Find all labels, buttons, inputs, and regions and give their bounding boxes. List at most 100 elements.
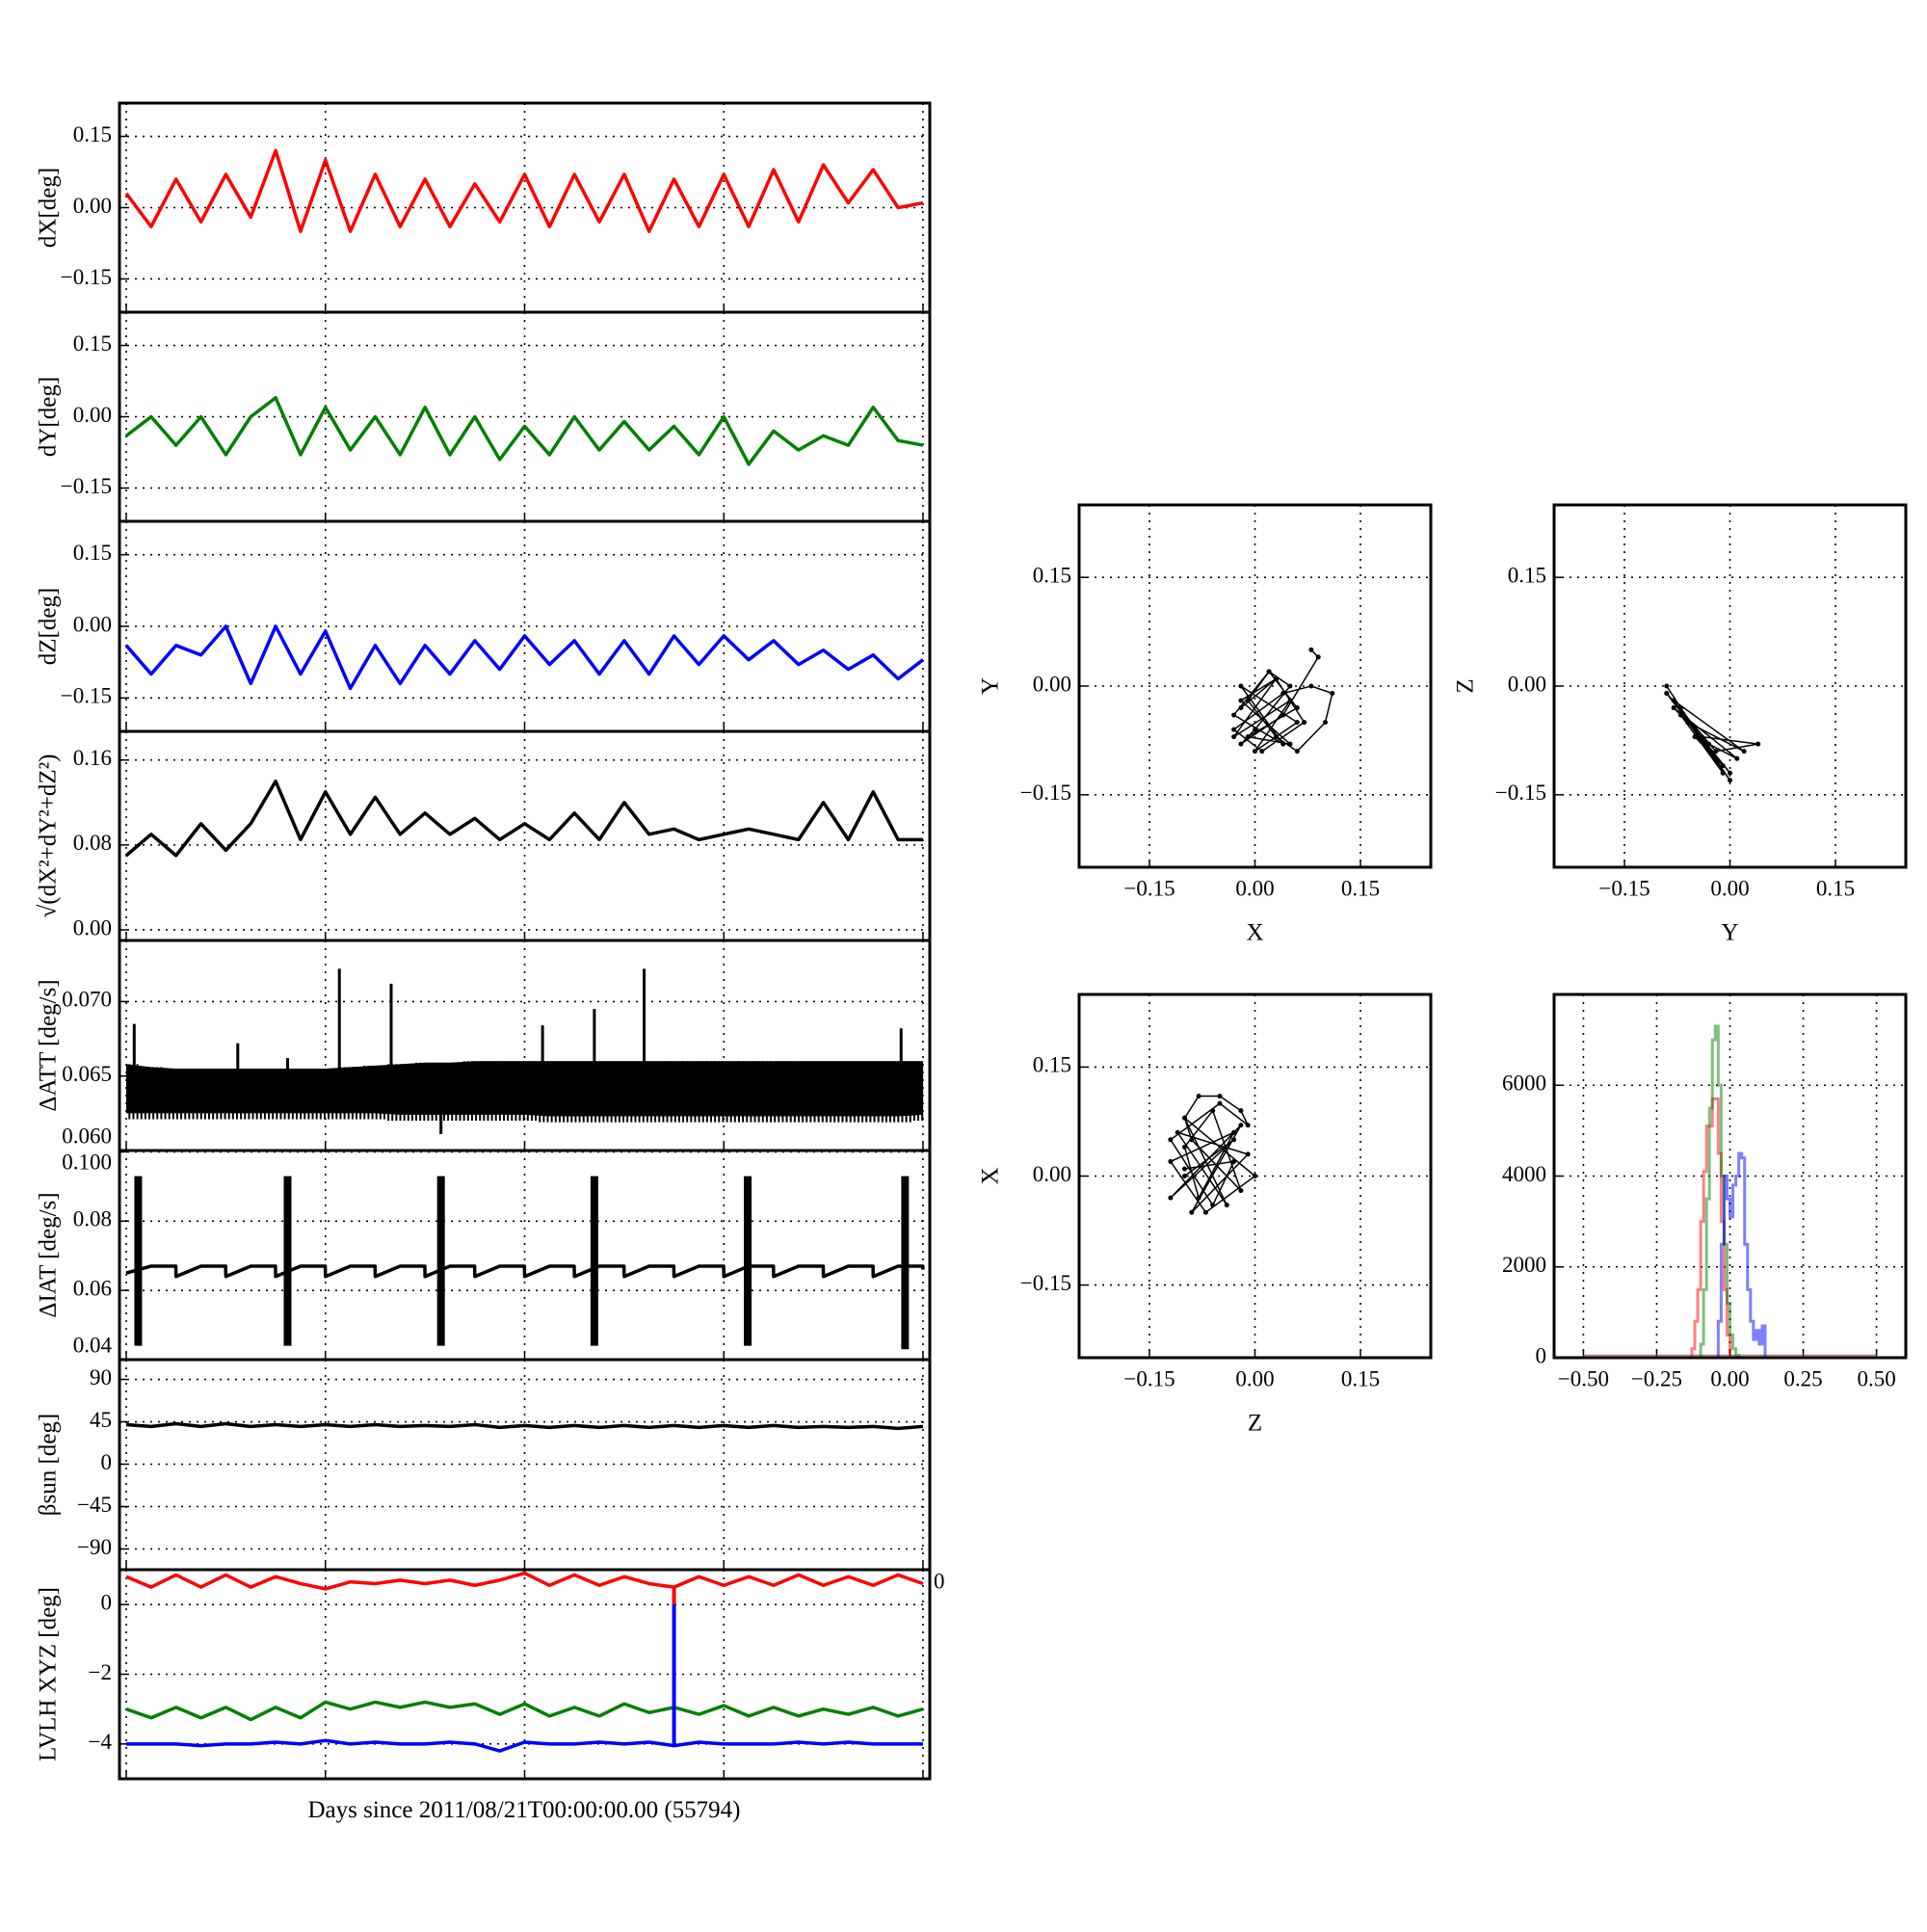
trajectory-point [1253, 749, 1257, 754]
chart-dr: 0.00 0.08 0.16 √(dX²+dY²+dZ²) [36, 729, 932, 942]
y-tick-label: 0.070 [62, 988, 112, 1012]
trajectory-point [1231, 712, 1237, 718]
x-tick-label: −0.25 [1631, 1366, 1682, 1390]
plot-area [1664, 683, 1761, 783]
trajectory-point [1196, 1195, 1201, 1201]
y-tick-label: 0.065 [62, 1062, 112, 1086]
trajectory-point [1677, 712, 1683, 718]
plot-area [124, 624, 925, 691]
trajectory-point [1168, 1195, 1174, 1201]
x-tick-label: 0.50 [1857, 1366, 1895, 1390]
x-tick-label: 0.15 [1341, 876, 1380, 900]
axes-frame [1077, 992, 1433, 1360]
trajectory-point [1238, 1108, 1244, 1114]
y-tick-label: 0.15 [1508, 563, 1546, 587]
chart-dx: −0.15 0.00 0.15 dX[deg] [36, 101, 932, 314]
y-tick-label: 0.08 [73, 831, 112, 855]
trajectory-point [1238, 698, 1244, 703]
trajectory-point [1238, 683, 1244, 689]
trajectory-point [1273, 675, 1279, 681]
plot-area [1583, 1024, 1877, 1358]
trajectory-point [1182, 1166, 1187, 1172]
y-tick-label: 0.15 [1033, 563, 1071, 587]
trajectory-point [1685, 720, 1691, 726]
trajectory-point [1677, 705, 1683, 711]
chart-xy: −0.15 0.00 0.15 −0.15 0.00 0.15 Y X [978, 503, 1433, 946]
trajectory-point [1294, 749, 1300, 754]
trajectory-point [1210, 1203, 1216, 1208]
x-tick-label: 0.25 [1783, 1366, 1822, 1390]
trajectory-point [1713, 755, 1719, 761]
series-line-lvlh-y [125, 1700, 924, 1722]
y-tick-label: 0.00 [73, 194, 112, 218]
trajectory-point [1287, 698, 1293, 703]
trajectory-point [1231, 734, 1237, 740]
y-tick-label: 0 [101, 1450, 113, 1474]
x-axis-label: Y [1721, 920, 1738, 946]
series-line-diat [125, 1264, 925, 1279]
trajectory-point [1245, 1123, 1251, 1128]
y-tick-label: 0.00 [1033, 1162, 1071, 1186]
y-tick-label: 6000 [1502, 1072, 1546, 1096]
trajectory-point [1259, 749, 1265, 754]
trajectory-point [1741, 749, 1747, 754]
series-line-lvlh-x [125, 1571, 924, 1591]
y-tick-label: 0.15 [73, 331, 112, 356]
x-tick-label: −0.15 [1123, 876, 1175, 900]
trajectory-point [1699, 734, 1704, 740]
trajectory-point [1217, 1100, 1223, 1106]
trajectory-point [1692, 734, 1698, 740]
y-tick-label: −45 [77, 1493, 112, 1517]
trajectory-point [1287, 741, 1293, 747]
y-axis-label: dZ[deg] [36, 588, 62, 666]
trajectory-point [1231, 727, 1237, 732]
trajectory-point [1671, 705, 1676, 711]
trajectory-point [1713, 749, 1719, 754]
spike-range [590, 1176, 598, 1346]
series-line-dr [124, 780, 923, 858]
series-line-beta_sun [125, 1421, 924, 1431]
y-axis-label: Z [1453, 678, 1479, 693]
trajectory-point [1308, 647, 1314, 652]
trajectory-point [1245, 734, 1251, 740]
trajectory-point [1671, 698, 1676, 703]
plot-area [124, 780, 923, 858]
trajectory-point [1294, 705, 1300, 711]
trajectory-point [1273, 734, 1279, 740]
trajectory-point [1189, 1209, 1195, 1215]
trajectory-point [1720, 763, 1726, 769]
y2-tick-label-extra: 0 [934, 1570, 945, 1594]
y-tick-label: −0.15 [61, 684, 112, 708]
x-tick-label: 0.00 [1710, 876, 1749, 900]
y-tick-label: 0.00 [73, 403, 112, 427]
y-tick-label: 45 [90, 1408, 112, 1432]
trajectory-point [1706, 741, 1712, 747]
axes-frame [1077, 503, 1433, 869]
hist-step-x [1688, 1097, 1733, 1358]
trajectory-point [1182, 1174, 1187, 1178]
trajectory-point [1231, 1129, 1237, 1135]
spike-range [283, 1176, 292, 1346]
y-tick-label: 2000 [1502, 1253, 1546, 1277]
y-axis-label: √(dX²+dY²+dZ²) [36, 754, 62, 918]
trajectory-point [1196, 1094, 1201, 1099]
series-line-dy [124, 396, 924, 466]
trajectory-point [1728, 770, 1732, 776]
x-axis-label: Z [1248, 1411, 1262, 1437]
plot-area [124, 148, 924, 233]
trajectory-point [1323, 720, 1328, 726]
x-tick-label: −0.15 [1123, 1366, 1175, 1390]
y-axis-label: LVLH XYZ [deg] [36, 1587, 62, 1761]
trajectory-point [1182, 1115, 1187, 1121]
y-axis-label: Y [978, 677, 1004, 695]
x-tick-label: −0.15 [1598, 876, 1650, 900]
trajectory-point [1728, 778, 1732, 783]
trajectory-point [1217, 1094, 1223, 1099]
trajectory-point [1224, 1203, 1229, 1208]
series-line-dx [124, 148, 924, 233]
trajectory-point [1245, 698, 1251, 703]
y-tick-label: −0.15 [61, 265, 112, 289]
trajectory-point [1231, 1137, 1237, 1143]
